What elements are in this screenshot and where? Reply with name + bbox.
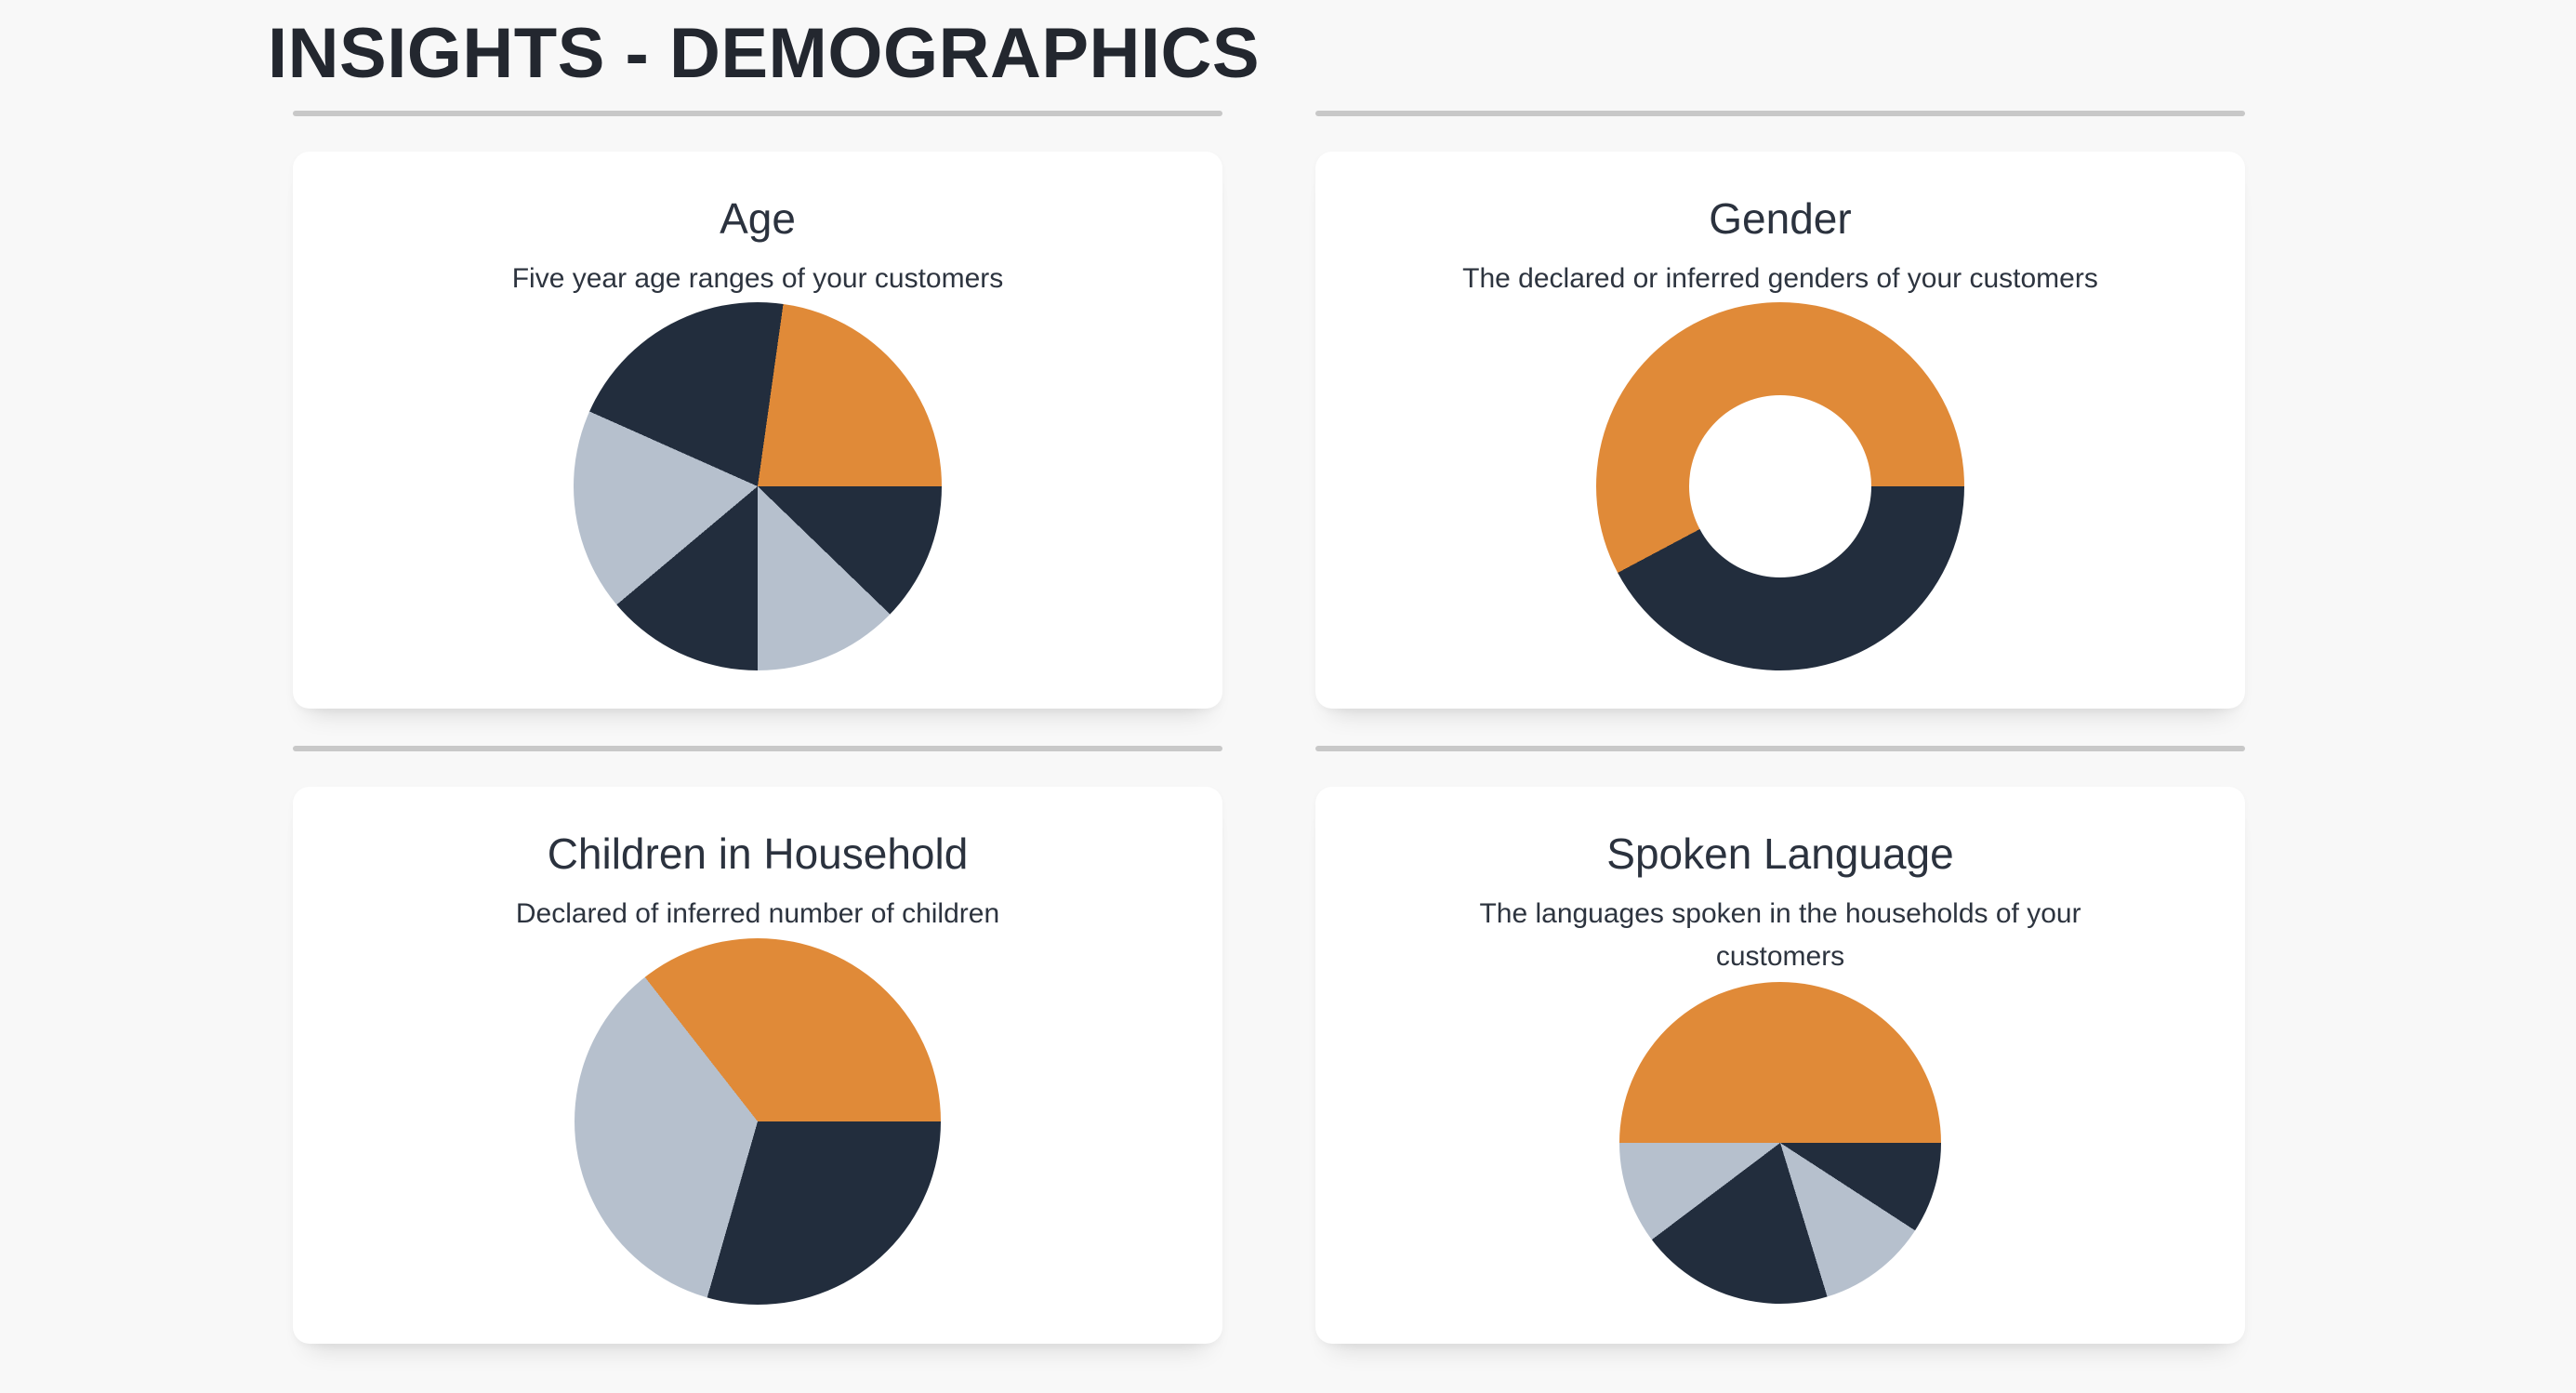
- chart-area-age: [349, 300, 1167, 672]
- age-pie-chart[interactable]: [574, 301, 942, 670]
- chart-area-gender: [1371, 300, 2189, 672]
- cell-spoken-language: Spoken Language The languages spoken in …: [1315, 746, 2245, 1345]
- card-title-spoken-language: Spoken Language: [1606, 829, 1954, 879]
- card-subtitle-children: Declared of inferred number of children: [515, 897, 1000, 929]
- gender-donut-chart[interactable]: [1596, 301, 1964, 670]
- cell-age: Age Five year age ranges of your custome…: [293, 111, 1222, 710]
- section-divider: [1315, 746, 2245, 752]
- card-age: Age Five year age ranges of your custome…: [293, 152, 1222, 710]
- cell-gender: Gender The declared or inferred genders …: [1315, 111, 2245, 710]
- section-divider: [293, 111, 1222, 117]
- card-subtitle-gender: The declared or inferred genders of your…: [1462, 262, 2098, 294]
- card-subtitle-age: Five year age ranges of your customers: [511, 262, 1004, 294]
- children-pie-chart[interactable]: [575, 937, 941, 1305]
- card-spoken-language: Spoken Language The languages spoken in …: [1315, 787, 2245, 1345]
- section-divider: [1315, 111, 2245, 117]
- page-title: INSIGHTS - DEMOGRAPHICS: [268, 14, 1261, 93]
- donut-hole: [1688, 394, 1872, 577]
- chart-area-children: [349, 935, 1167, 1307]
- card-children: Children in Household Declared of inferr…: [293, 787, 1222, 1345]
- card-gender: Gender The declared or inferred genders …: [1315, 152, 2245, 710]
- card-title-age: Age: [720, 194, 796, 244]
- card-subtitle-spoken-language: The languages spoken in the households o…: [1479, 897, 2081, 972]
- cell-children: Children in Household Declared of inferr…: [293, 746, 1222, 1345]
- card-title-children: Children in Household: [547, 829, 969, 879]
- chart-area-spoken-language: [1371, 978, 2189, 1307]
- section-divider: [293, 746, 1222, 752]
- spoken-language-pie-chart[interactable]: [1619, 981, 1941, 1304]
- dashboard-grid: Age Five year age ranges of your custome…: [293, 111, 2245, 1345]
- card-title-gender: Gender: [1709, 194, 1852, 244]
